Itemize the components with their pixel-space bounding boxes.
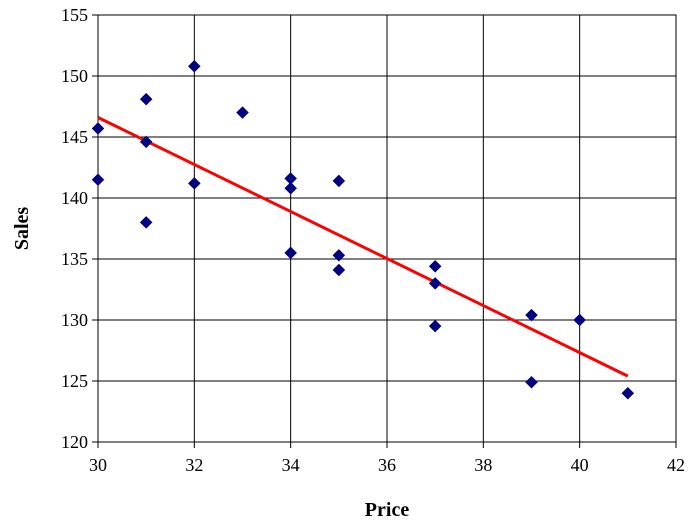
y-tick-label: 155: [61, 5, 88, 25]
y-tick-label: 140: [61, 188, 88, 208]
data-point: [332, 174, 346, 188]
x-tick-label: 40: [571, 455, 589, 475]
data-point: [525, 375, 538, 389]
data-point: [139, 216, 153, 229]
y-tick-label: 145: [61, 127, 88, 147]
data-points: [91, 59, 635, 400]
data-point: [428, 259, 442, 273]
y-tick-label: 120: [61, 432, 88, 452]
y-tick-label: 135: [61, 249, 88, 269]
vertical-gridlines: [97, 15, 677, 448]
data-point: [332, 248, 346, 262]
data-point: [428, 277, 442, 290]
x-tick-label: 36: [378, 455, 396, 475]
data-point: [284, 181, 298, 195]
data-point: [187, 59, 201, 73]
data-point: [139, 92, 153, 106]
data-point: [332, 263, 346, 277]
plot-border: [97, 14, 677, 443]
x-axis-title: Price: [365, 499, 410, 521]
x-tick-label: 32: [185, 455, 203, 475]
horizontal-gridlines: [92, 14, 676, 443]
data-point: [91, 122, 105, 135]
data-point: [139, 135, 153, 149]
x-tick-label: 38: [474, 455, 492, 475]
data-point: [91, 173, 105, 187]
data-point: [525, 308, 538, 322]
trendline: [97, 116, 629, 378]
data-point: [621, 386, 635, 400]
x-tick-label: 34: [282, 455, 300, 475]
y-axis-title: Sales: [11, 207, 33, 251]
data-point: [284, 246, 298, 260]
y-tick-label: 125: [61, 371, 88, 391]
x-axis-tick-labels: 30 32 34 36 38 40 42: [89, 455, 685, 475]
y-tick-label: 150: [61, 66, 88, 86]
x-tick-label: 42: [667, 455, 685, 475]
data-point: [236, 106, 249, 119]
data-point: [187, 177, 201, 190]
data-point: [428, 319, 442, 333]
y-axis-tick-labels: 120 125 130 135 140 145 150 155: [61, 5, 88, 452]
y-tick-label: 130: [61, 310, 88, 330]
x-tick-label: 30: [89, 455, 107, 475]
data-point: [573, 313, 587, 327]
